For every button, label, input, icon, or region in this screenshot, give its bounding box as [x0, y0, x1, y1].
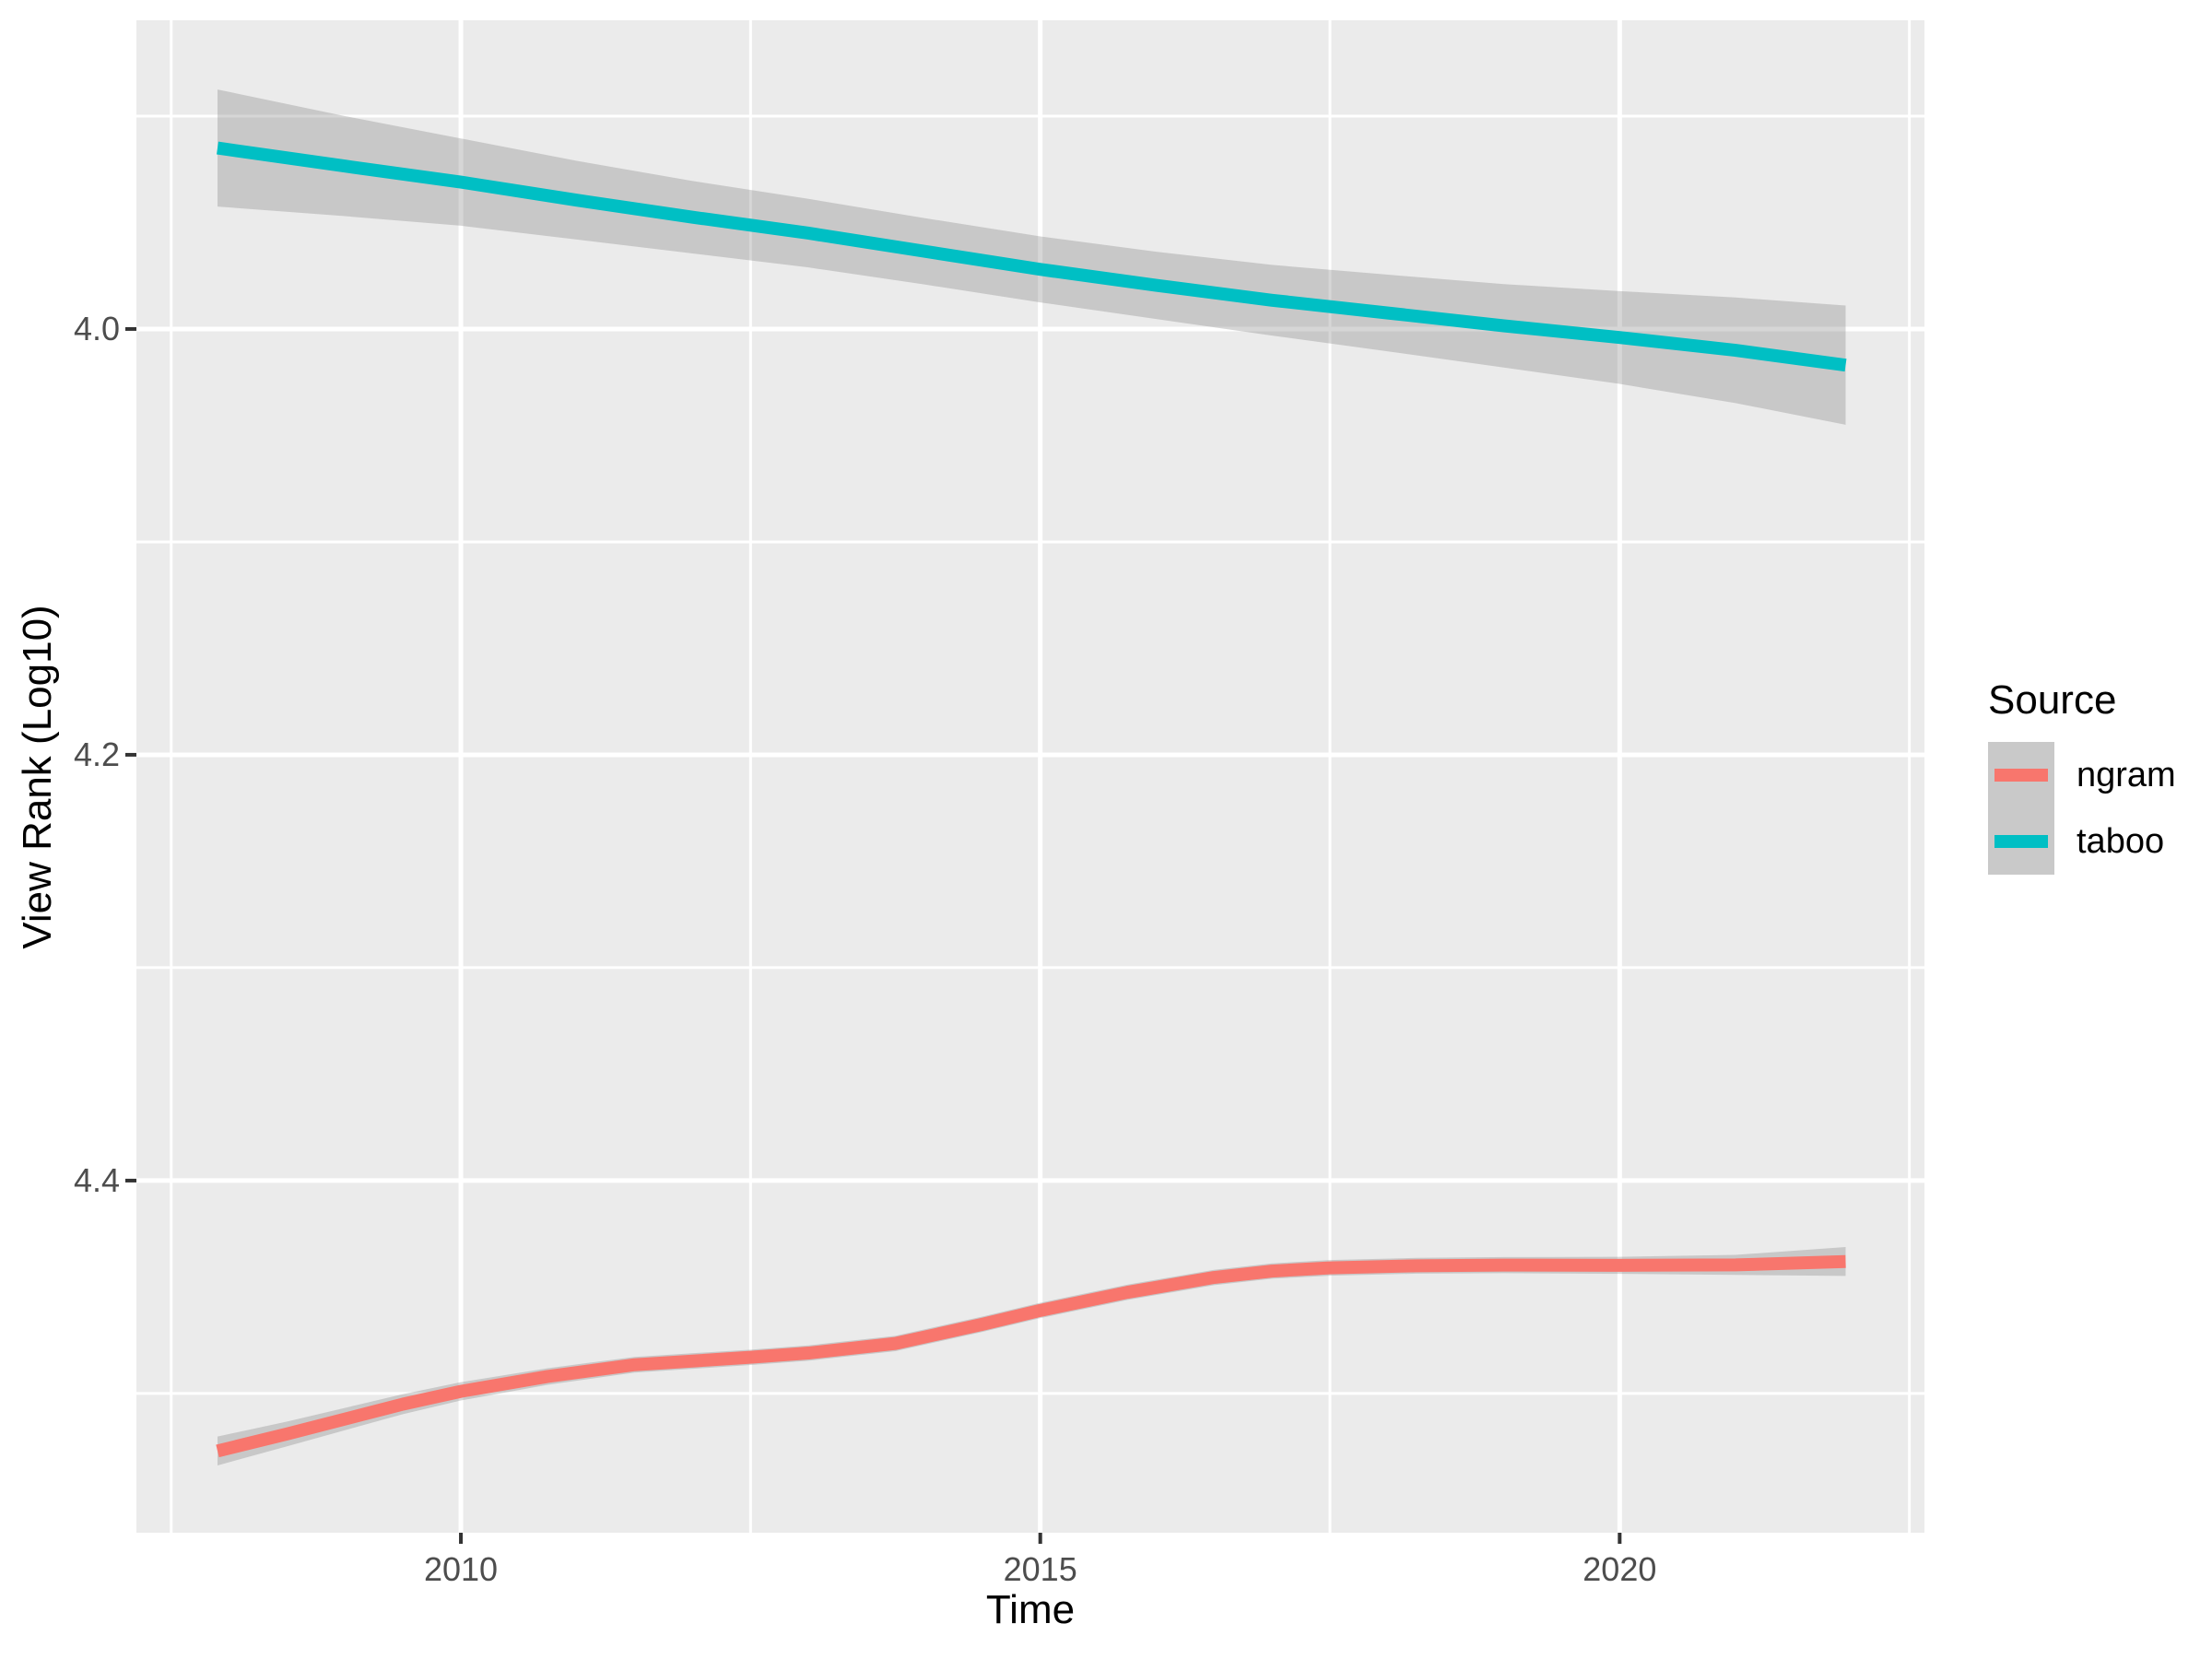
line-ngram — [216, 1254, 1846, 1458]
x-tick-label: 2020 — [1583, 1550, 1657, 1588]
y-tick-label: 4.0 — [73, 309, 120, 347]
y-tick-label: 4.4 — [73, 1160, 120, 1199]
y-tick-label: 4.2 — [73, 735, 120, 773]
ribbon-taboo — [218, 89, 1846, 425]
y-axis-title: View Rank (Log10) — [15, 605, 60, 949]
legend-label-ngram: ngram — [2077, 756, 2176, 794]
legend-label-taboo: taboo — [2077, 822, 2165, 861]
x-axis-title: Time — [985, 1587, 1076, 1632]
legend-row-ngram: ngram — [1988, 742, 2176, 808]
legend-key-ngram — [1988, 742, 2054, 808]
legend-key-line-ngram — [1994, 769, 2048, 782]
legend-row-taboo: taboo — [1988, 808, 2176, 875]
x-tick-label: 2010 — [423, 1550, 499, 1588]
legend-title: Source — [1988, 677, 2117, 723]
x-tick-label: 2015 — [1003, 1550, 1077, 1588]
legend: Source ngram taboo — [1988, 677, 2176, 875]
legend-key-line-taboo — [1994, 835, 2048, 848]
legend-key-taboo — [1988, 808, 2054, 875]
line-taboo — [217, 141, 1847, 372]
